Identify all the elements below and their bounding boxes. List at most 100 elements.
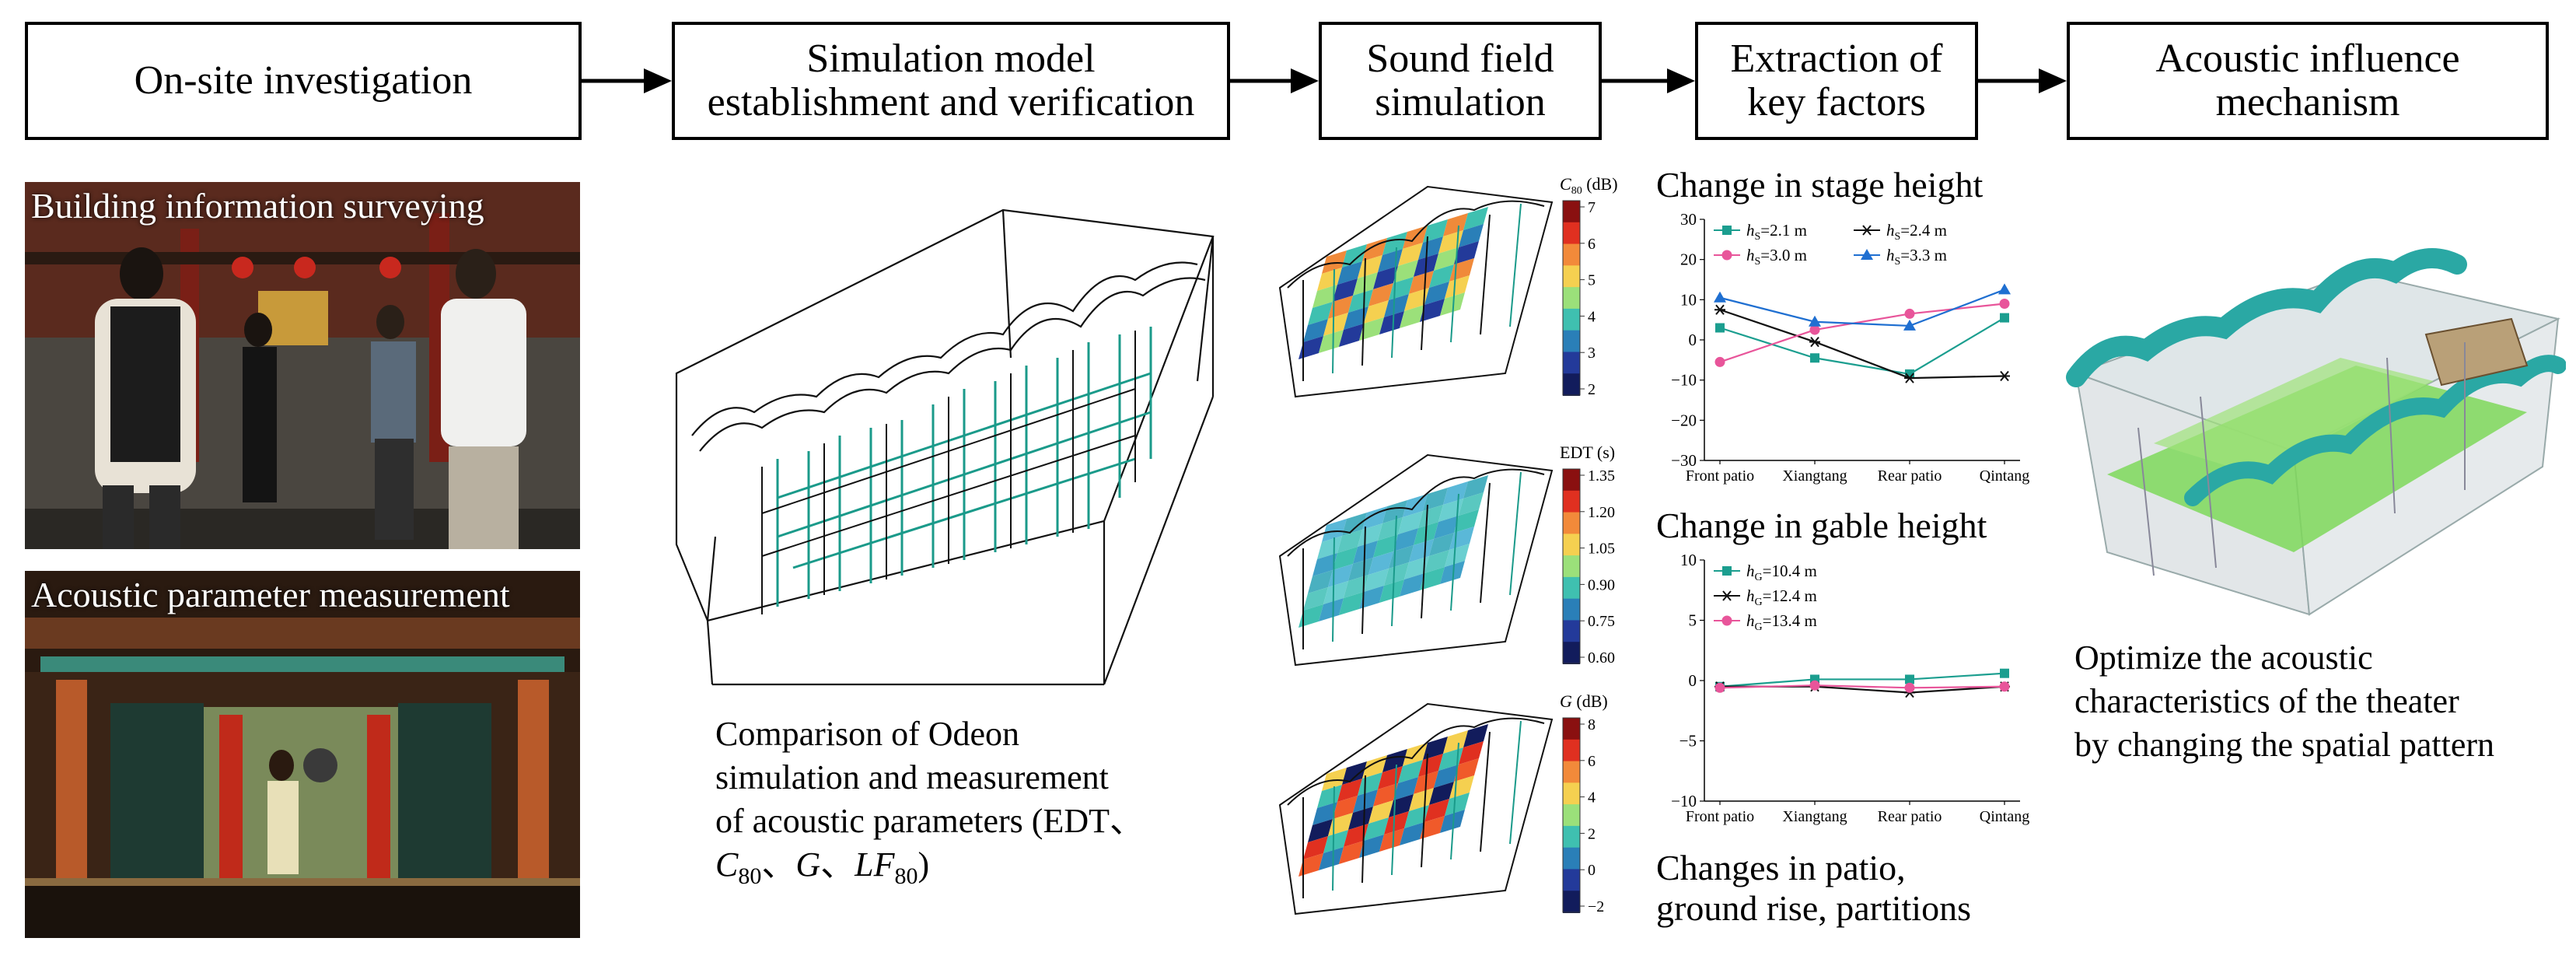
map-cell — [1308, 570, 1333, 593]
legend-value: =2.4 m — [1900, 221, 1947, 240]
map-cell — [1393, 777, 1418, 800]
colorbar-frame — [1562, 468, 1581, 664]
map-cell — [1303, 319, 1328, 342]
map-cell — [1443, 481, 1468, 505]
colorbar-frame — [1562, 717, 1581, 913]
colorbar-frame — [1562, 200, 1581, 396]
sound-field-map-2 — [1278, 702, 1554, 915]
g-symbol: G — [795, 845, 821, 884]
map-cell — [1319, 598, 1344, 621]
map-beam — [1509, 471, 1522, 596]
stage-height-heading: Change in stage height — [1656, 165, 1984, 205]
lf80-symbol: LF — [855, 845, 895, 884]
colorbar-step — [1563, 804, 1580, 827]
map-outline — [1278, 702, 1554, 915]
flow-arrow-3 — [1602, 68, 1695, 93]
map-cell — [1379, 311, 1404, 334]
star-stroke — [1862, 225, 1872, 236]
map-cell — [1323, 581, 1348, 604]
colorbar-step — [1563, 243, 1580, 267]
x-tick-label: Rear patio — [1878, 467, 1942, 485]
x-tick-label: Front patio — [1686, 467, 1754, 485]
map-cell — [1298, 604, 1323, 628]
simulation-caption: Comparison of Odeon simulation and measu… — [715, 712, 1260, 898]
flow-arrow-1 — [582, 68, 672, 93]
colorbar-step — [1563, 287, 1580, 310]
legend-symbol: h — [1886, 246, 1895, 264]
data-point — [1904, 682, 1915, 693]
stage-text: establishment and verification — [707, 80, 1195, 124]
y-tick-label: 5 — [1689, 611, 1697, 630]
c80-symbol: C — [715, 845, 739, 884]
colorbar-symbol: C — [1560, 174, 1571, 194]
map-cell — [1317, 268, 1342, 291]
map-beam — [1421, 236, 1428, 351]
colorbar-tick-label: 0.75 — [1588, 613, 1615, 630]
map-cell — [1308, 819, 1333, 842]
map-cell — [1303, 587, 1328, 611]
colorbar-step — [1563, 352, 1580, 375]
y-tick-label: 20 — [1680, 250, 1697, 269]
colorbar-step — [1563, 642, 1580, 664]
colorbar-tick-label: 2 — [1588, 825, 1596, 842]
map-cell — [1398, 243, 1423, 266]
colorbar-step — [1563, 847, 1580, 870]
map-cell — [1398, 511, 1423, 534]
map-cell — [1420, 567, 1445, 590]
map-beam — [1421, 504, 1428, 619]
map-outline — [1278, 185, 1554, 398]
caption-line: by changing the spatial pattern — [2074, 726, 2495, 764]
measurement-photo-label: Acoustic parameter measurement — [31, 575, 510, 614]
stage-extraction-key-factors: Extraction of key factors — [1695, 22, 1978, 140]
caption-line: C80、G、LF80) — [715, 843, 1260, 898]
sound-field-map-0 — [1278, 185, 1554, 398]
colorbar-tick-label: 2 — [1588, 381, 1596, 398]
colorbar-step — [1563, 598, 1580, 621]
map-cell — [1344, 824, 1368, 847]
map-cell — [1339, 592, 1364, 615]
map-cell — [1404, 556, 1429, 579]
map-cell — [1423, 488, 1448, 511]
x-tick-label: Qintang — [1980, 467, 2029, 485]
map-cell — [1443, 213, 1468, 236]
map-cell — [1459, 224, 1484, 247]
colorbar-step — [1563, 373, 1580, 396]
map-cell — [1373, 783, 1398, 807]
map-cell — [1400, 822, 1424, 845]
colorbar-step — [1563, 891, 1580, 913]
data-point — [1809, 315, 1821, 327]
map-gable — [1287, 200, 1545, 289]
data-point — [1714, 291, 1726, 303]
legend-subscript: G — [1755, 621, 1763, 633]
legend-value: =13.4 m — [1763, 611, 1817, 630]
map-cell — [1459, 492, 1484, 516]
data-point — [1809, 336, 1820, 348]
map-cell — [1409, 539, 1434, 562]
flow-arrow-4 — [1978, 68, 2067, 93]
map-beam — [1361, 257, 1366, 366]
map-cell — [1337, 261, 1362, 285]
colorbar-symbol: EDT — [1560, 443, 1593, 462]
map-cell — [1339, 324, 1364, 347]
stage-text: On-site investigation — [134, 58, 473, 103]
map-beam — [1361, 526, 1366, 635]
map-beam — [1480, 214, 1491, 335]
stage-text: Simulation model — [806, 37, 1096, 81]
map-cell — [1398, 760, 1423, 783]
map-cell — [1463, 207, 1488, 230]
map-cell — [1454, 758, 1479, 782]
stage-text: Sound field — [1366, 37, 1554, 81]
data-point — [1721, 615, 1732, 626]
colorbar-tick-label: 3 — [1588, 345, 1596, 362]
map-cell — [1434, 765, 1459, 788]
map-cell — [1418, 236, 1443, 260]
data-point — [1715, 323, 1725, 333]
legend-subscript: S — [1895, 231, 1901, 243]
map-cell — [1298, 336, 1323, 359]
map-cell — [1379, 579, 1404, 603]
map-cell — [1364, 569, 1389, 592]
colorbar-tick-label: 1.05 — [1588, 541, 1615, 558]
map-cell — [1463, 724, 1488, 747]
map-cell — [1348, 807, 1373, 830]
